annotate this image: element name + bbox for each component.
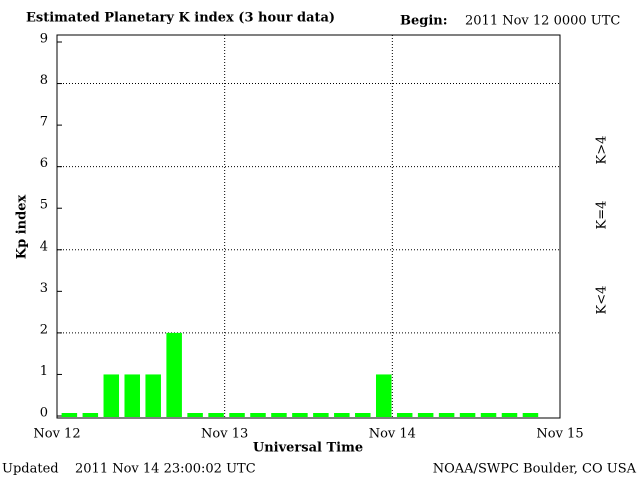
legend-entry: K=4 — [595, 201, 610, 230]
y-tick-label: 8 — [40, 73, 48, 88]
bar — [250, 413, 266, 417]
legend-entry: K<4 — [595, 286, 610, 315]
legend-entry: K>4 — [595, 136, 610, 165]
plot-frame — [56, 34, 561, 419]
bar — [124, 374, 140, 417]
bar — [187, 413, 203, 417]
bar — [229, 413, 245, 417]
begin-label: Begin: — [400, 14, 448, 29]
bar — [375, 374, 392, 417]
bar — [61, 413, 78, 417]
bar — [82, 413, 99, 417]
bar — [208, 413, 224, 417]
y-tick-label: 2 — [40, 322, 48, 337]
bar — [292, 413, 308, 417]
bar — [417, 413, 434, 417]
y-tick-label: 0 — [40, 406, 48, 421]
bar — [355, 413, 371, 417]
bar — [459, 413, 476, 417]
x-tick-label: Nov 13 — [201, 427, 248, 442]
y-tick-label: 4 — [40, 239, 48, 254]
chart-title: Estimated Planetary K index (3 hour data… — [26, 11, 335, 26]
bar — [334, 413, 350, 417]
y-axis-label: Kp index — [15, 195, 30, 260]
updated-label: Updated — [2, 462, 59, 477]
y-tick-label: 3 — [40, 281, 48, 296]
y-tick-label: 6 — [40, 156, 48, 171]
x-tick-label: Nov 15 — [536, 427, 583, 442]
bar — [166, 332, 182, 417]
bar — [313, 413, 329, 417]
bar — [103, 374, 120, 417]
bar — [480, 413, 497, 417]
y-tick-label: 9 — [40, 32, 48, 47]
y-tick-label: 5 — [40, 198, 48, 213]
x-tick-label: Nov 12 — [33, 427, 80, 442]
credit: NOAA/SWPC Boulder, CO USA — [433, 462, 637, 477]
bar — [145, 374, 161, 417]
y-tick-label: 1 — [40, 364, 48, 379]
bar — [438, 413, 455, 417]
bar — [271, 413, 287, 417]
updated-date: 2011 Nov 14 23:00:02 UTC — [75, 462, 256, 477]
begin-date: 2011 Nov 12 0000 UTC — [465, 14, 620, 29]
bar — [501, 413, 518, 417]
y-tick-label: 7 — [40, 115, 48, 130]
bar — [522, 413, 539, 417]
x-axis-label: Universal Time — [253, 441, 363, 456]
x-tick-label: Nov 14 — [369, 427, 416, 442]
bar — [396, 413, 413, 417]
